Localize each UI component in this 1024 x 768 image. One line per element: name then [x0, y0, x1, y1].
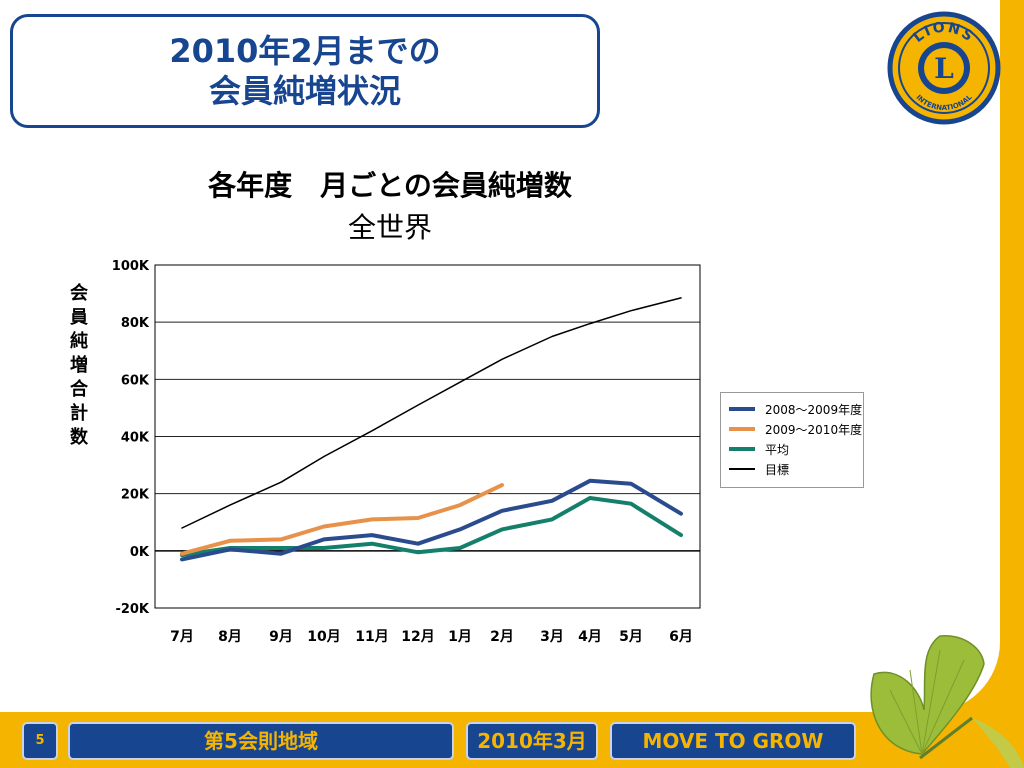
x-tick-label: 10月 [307, 629, 340, 645]
legend-swatch [729, 447, 755, 451]
president-caption: エバハルト J. ヴィルフス 国際会長 [672, 18, 904, 64]
y-axis-label-char: 計 [70, 403, 88, 424]
slide-title-box: 2010年2月までの 会員純増状況 [10, 14, 600, 128]
footer-date: 2010年3月 [466, 722, 598, 760]
x-tick-label: 2月 [490, 629, 514, 645]
series-line [180, 478, 683, 562]
ginkgo-leaf-icon [870, 635, 1024, 768]
legend-label: 目標 [765, 462, 790, 477]
x-tick-label: 5月 [619, 629, 643, 645]
y-tick-label: 0K [130, 545, 150, 560]
chart-title: 各年度 月ごとの会員純増数 [208, 169, 572, 202]
y-tick-label: 100K [112, 259, 150, 274]
lions-logo-icon: L LIONS INTERNATIONAL [887, 11, 1001, 125]
slide-title-line2: 会員純増状況 [208, 72, 401, 110]
president-name: エバハルト J. ヴィルフス [672, 22, 904, 44]
series-line [180, 483, 504, 556]
slide-title-line1: 2010年2月までの [169, 32, 441, 70]
y-axis-label-char: 会 [70, 283, 88, 304]
y-tick-label: 40K [121, 431, 150, 446]
president-role: 国際会長 [672, 50, 716, 63]
legend-swatch [729, 427, 755, 431]
chart-subtitle: 全世界 [347, 211, 432, 244]
y-axis-label: 会員純増合計数 [62, 282, 96, 450]
logo-letter: L [934, 52, 954, 85]
y-tick-label: 20K [121, 488, 150, 503]
plot-frame [154, 264, 701, 609]
x-tick-label: 11月 [355, 629, 388, 645]
y-axis-label-char: 員 [70, 307, 88, 328]
x-tick-label: 12月 [401, 629, 434, 645]
y-axis-label-char: 合 [70, 379, 88, 400]
x-tick-label: 1月 [448, 629, 472, 645]
legend-label: 2009～2010年度 [765, 422, 863, 437]
page-number: 5 [22, 722, 58, 760]
legend-item: 目標 [729, 459, 863, 479]
y-tick-label: -20K [115, 602, 149, 617]
legend-item: 2008～2009年度 [729, 399, 863, 419]
footer-slogan: MOVE TO GROW [610, 722, 856, 760]
legend-item: 2009～2010年度 [729, 419, 863, 439]
legend-item: 平均 [729, 439, 863, 459]
legend-swatch [729, 407, 755, 411]
x-tick-label: 4月 [578, 629, 602, 645]
x-tick-label: 6月 [669, 629, 693, 645]
x-tick-label: 3月 [540, 629, 564, 645]
x-tick-label: 8月 [218, 629, 242, 645]
y-axis-label-char: 純 [70, 331, 88, 352]
series-line [181, 297, 682, 529]
legend-label: 平均 [765, 442, 790, 457]
y-axis-label-char: 増 [70, 355, 88, 376]
x-tick-label: 7月 [170, 629, 194, 645]
y-tick-label: 60K [121, 373, 150, 388]
x-tick-label: 9月 [269, 629, 293, 645]
legend-label: 2008～2009年度 [765, 402, 863, 417]
footer-district: 第5会則地域 [68, 722, 454, 760]
series-line [180, 496, 683, 558]
y-axis-label-char: 数 [70, 427, 88, 448]
legend: 2008～2009年度 2009～2010年度 平均目標 [720, 392, 864, 488]
y-tick-label: 80K [121, 316, 150, 331]
legend-swatch [729, 468, 755, 470]
